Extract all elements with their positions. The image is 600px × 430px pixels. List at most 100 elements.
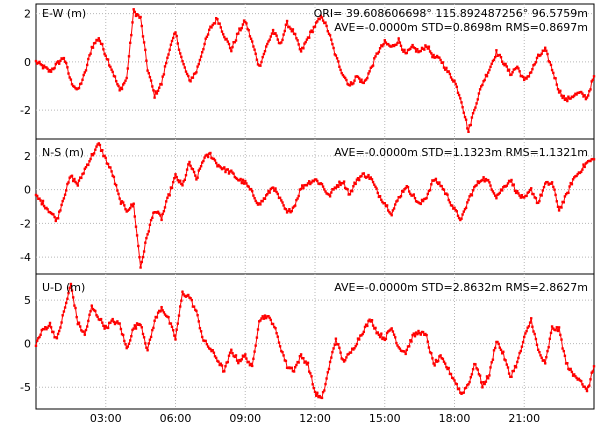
data-point [216, 165, 219, 168]
data-point [535, 343, 539, 346]
data-point [512, 369, 515, 373]
data-point [101, 149, 104, 152]
data-point [230, 348, 233, 351]
data-point [47, 324, 50, 328]
data-point [490, 188, 493, 191]
data-point [174, 338, 177, 341]
data-point [563, 354, 567, 357]
data-point [122, 201, 125, 204]
data-point [167, 316, 170, 319]
data-point [571, 374, 575, 377]
data-point [523, 78, 526, 82]
data-point [562, 94, 565, 98]
data-point [547, 346, 550, 349]
data-point [228, 46, 232, 50]
data-point [404, 186, 407, 190]
data-point [180, 182, 183, 186]
data-point [504, 62, 507, 66]
data-point [281, 201, 284, 204]
data-point [482, 381, 485, 384]
data-point [421, 330, 425, 334]
data-point [205, 35, 209, 38]
data-point [592, 158, 596, 161]
data-point [318, 17, 321, 21]
data-point [511, 71, 514, 74]
data-point [444, 362, 447, 365]
data-point [158, 86, 161, 89]
data-point [570, 183, 574, 186]
data-point [549, 331, 553, 335]
data-point [255, 58, 259, 61]
panel-ew: E-W (m) ORI= 39.608606698° 115.892487256… [20, 3, 596, 140]
data-point [153, 319, 156, 322]
data-point [297, 194, 300, 198]
data-point [409, 47, 412, 50]
data-point [275, 34, 278, 37]
data-point [232, 354, 235, 358]
data-point [179, 305, 182, 308]
panel-ns-frame [35, 138, 595, 275]
data-point [290, 30, 293, 33]
data-point [38, 197, 41, 200]
data-point [455, 382, 458, 386]
data-point [591, 78, 594, 82]
data-point [66, 66, 69, 69]
data-point [501, 60, 504, 63]
data-point [41, 67, 45, 70]
data-point [174, 173, 177, 176]
data-point [126, 67, 129, 70]
data-point [223, 370, 226, 373]
data-point [202, 48, 205, 51]
data-point [544, 362, 547, 365]
data-point [392, 333, 396, 336]
data-point [116, 83, 119, 86]
data-point [36, 339, 39, 342]
data-point [480, 381, 483, 384]
data-point [503, 64, 506, 67]
data-point [485, 375, 489, 378]
data-point [530, 187, 533, 190]
data-point [321, 390, 325, 394]
data-point [37, 337, 40, 340]
data-point [274, 32, 277, 35]
data-point [419, 49, 422, 53]
data-point [180, 55, 183, 59]
data-point [419, 333, 422, 336]
data-point [531, 68, 534, 71]
data-point [491, 358, 495, 361]
data-point [189, 297, 192, 300]
data-point [391, 330, 395, 333]
data-point [42, 64, 46, 67]
data-point [323, 389, 326, 392]
data-point [77, 321, 81, 324]
data-point [315, 394, 318, 397]
data-point [109, 65, 112, 69]
data-point [413, 335, 417, 338]
data-point [332, 347, 335, 350]
data-point [556, 205, 560, 208]
x-axis-ticks: 03:00 06:00 09:00 12:00 15:00 18:00 21:00 [90, 412, 540, 425]
data-point [160, 306, 163, 309]
data-point [396, 41, 399, 45]
data-point [187, 293, 190, 297]
panel-ns-stats: AVE=-0.0000m STD=1.1323m RMS=1.1321m [334, 146, 588, 159]
data-point [520, 345, 524, 348]
data-point [40, 63, 43, 67]
data-point [552, 185, 555, 189]
data-point [312, 180, 315, 183]
data-point [488, 181, 491, 184]
data-point [273, 189, 276, 192]
data-point [569, 97, 572, 100]
data-point [505, 65, 508, 68]
data-point [168, 48, 171, 51]
data-point [263, 197, 267, 200]
data-point [105, 326, 109, 329]
data-point [115, 184, 118, 187]
data-point [537, 348, 540, 351]
data-point [549, 63, 553, 67]
data-point [187, 163, 190, 166]
data-point [376, 52, 379, 55]
data-point [87, 319, 90, 323]
data-point [259, 319, 262, 322]
data-point [527, 75, 531, 78]
